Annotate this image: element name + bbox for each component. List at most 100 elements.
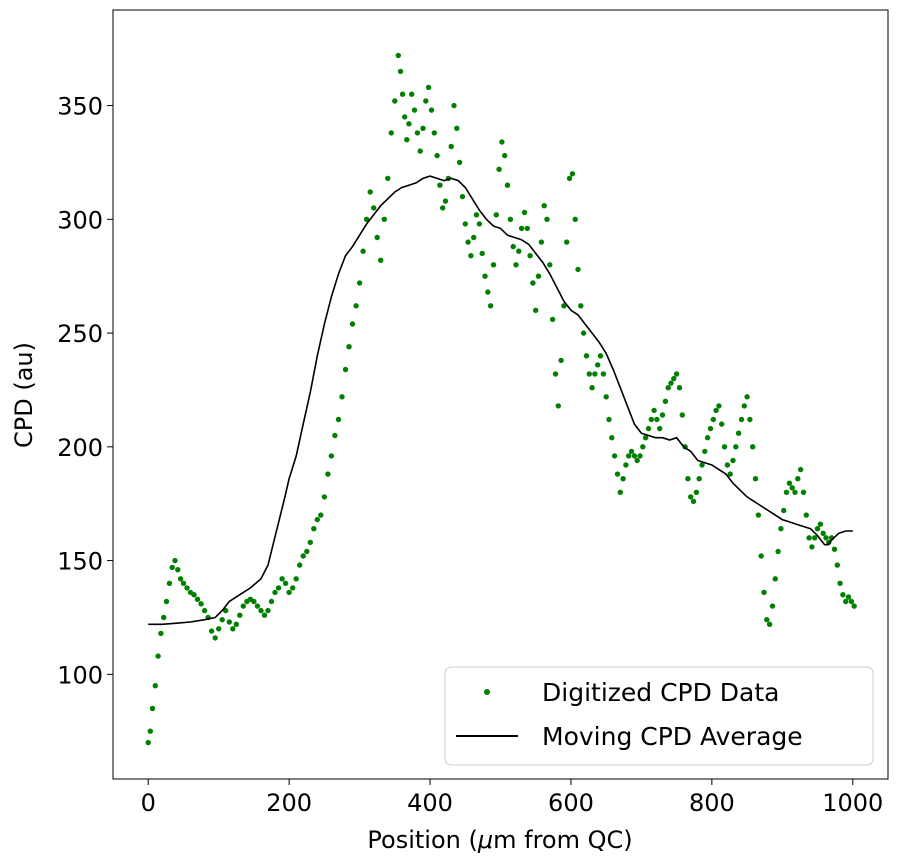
scatter-point-207 [766, 621, 773, 627]
scatter-point-3 [152, 683, 158, 689]
scatter-point-91 [440, 205, 446, 211]
legend-box [444, 666, 874, 766]
scatter-point-72 [388, 130, 394, 136]
scatter-point-131 [552, 371, 559, 377]
scatter-point-95 [451, 102, 457, 109]
x-axis-ticks: 0 200 400 600 800 1000 [141, 779, 883, 817]
scatter-point-204 [758, 553, 764, 559]
scatter-point-220 [803, 512, 809, 518]
x-tick-label-600: 600 [548, 789, 594, 817]
scatter-point-137 [569, 171, 576, 177]
scatter-point-186 [707, 425, 714, 432]
scatter-point-188 [713, 407, 719, 414]
scatter-point-39 [272, 589, 278, 596]
scatter-point-111 [496, 166, 502, 172]
scatter-point-127 [541, 203, 547, 209]
scatter-point-69 [378, 257, 384, 263]
scatter-point-83 [417, 148, 423, 154]
scatter-point-34 [254, 603, 261, 609]
scatter-point-22 [212, 635, 218, 641]
scatter-point-117 [513, 262, 519, 268]
scatter-point-163 [642, 435, 649, 441]
scatter-point-45 [293, 576, 299, 582]
scatter-point-119 [518, 225, 525, 232]
scatter-point-130 [549, 316, 556, 323]
scatter-point-197 [738, 416, 745, 423]
scatter-point-225 [817, 521, 824, 527]
scatter-point-171 [665, 385, 671, 391]
scatter-point-101 [468, 253, 474, 259]
scatter-point-180 [690, 498, 697, 505]
scatter-point-29 [237, 612, 243, 618]
scatter-point-103 [473, 212, 480, 218]
scatter-point-176 [679, 412, 685, 418]
scatter-point-168 [657, 425, 663, 432]
scatter-point-214 [786, 480, 793, 486]
scatter-point-148 [600, 371, 607, 377]
scatter-point-143 [586, 371, 592, 377]
scatter-point-193 [727, 471, 733, 477]
y-tick-label-200: 200 [57, 434, 103, 462]
scatter-point-212 [781, 507, 787, 514]
scatter-point-54 [325, 471, 331, 477]
scatter-point-136 [566, 175, 573, 182]
scatter-point-8 [166, 580, 173, 586]
x-tick-label-1000: 1000 [822, 789, 883, 817]
scatter-point-46 [297, 562, 303, 568]
scatter-point-157 [626, 453, 632, 459]
scatter-point-206 [764, 617, 770, 623]
scatter-series [145, 52, 857, 746]
scatter-point-185 [704, 435, 711, 441]
scatter-point-217 [795, 476, 801, 482]
scatter-point-178 [685, 476, 691, 482]
x-tick-label-800: 800 [689, 789, 735, 817]
scatter-point-134 [561, 303, 567, 309]
scatter-point-162 [640, 444, 646, 450]
scatter-point-47 [300, 553, 306, 559]
scatter-point-48 [304, 548, 310, 555]
scatter-point-199 [744, 394, 750, 400]
scatter-point-166 [651, 407, 657, 414]
legend-marker-scatter [484, 689, 490, 695]
scatter-point-150 [606, 416, 612, 423]
scatter-point-114 [504, 182, 511, 188]
scatter-point-167 [654, 416, 660, 423]
scatter-point-124 [533, 307, 539, 313]
scatter-point-53 [321, 494, 328, 500]
scatter-point-25 [223, 607, 229, 614]
x-axis-label-suffix: m from QC) [493, 826, 633, 854]
scatter-point-222 [809, 544, 815, 550]
scatter-point-82 [414, 130, 421, 136]
scatter-point-141 [580, 330, 587, 336]
scatter-point-231 [834, 562, 840, 568]
scatter-point-154 [617, 489, 623, 495]
scatter-point-192 [724, 462, 731, 468]
scatter-point-227 [823, 535, 829, 541]
scatter-point-17 [194, 596, 201, 602]
scatter-point-218 [797, 466, 804, 473]
scatter-point-205 [761, 589, 767, 596]
scatter-point-27 [230, 626, 236, 632]
scatter-point-92 [442, 198, 449, 204]
scatter-point-125 [535, 273, 542, 279]
scatter-point-88 [431, 130, 437, 136]
scatter-point-12 [177, 576, 184, 582]
scatter-point-59 [342, 366, 349, 373]
scatter-point-155 [620, 476, 626, 482]
scatter-point-165 [648, 416, 654, 423]
scatter-point-40 [275, 585, 282, 591]
x-tick-label-200: 200 [266, 789, 312, 817]
scatter-point-221 [806, 535, 812, 541]
scatter-point-169 [659, 412, 666, 418]
scatter-point-28 [233, 621, 239, 627]
scatter-point-160 [634, 457, 640, 464]
scatter-point-139 [575, 266, 581, 273]
scatter-point-100 [465, 239, 471, 245]
scatter-point-144 [589, 385, 595, 391]
scatter-point-213 [783, 489, 790, 495]
moving-average-line [148, 175, 853, 626]
y-axis-label: CPD (au) [10, 342, 38, 448]
scatter-point-65 [363, 216, 370, 222]
scatter-point-151 [609, 435, 615, 441]
scatter-point-84 [420, 125, 426, 131]
